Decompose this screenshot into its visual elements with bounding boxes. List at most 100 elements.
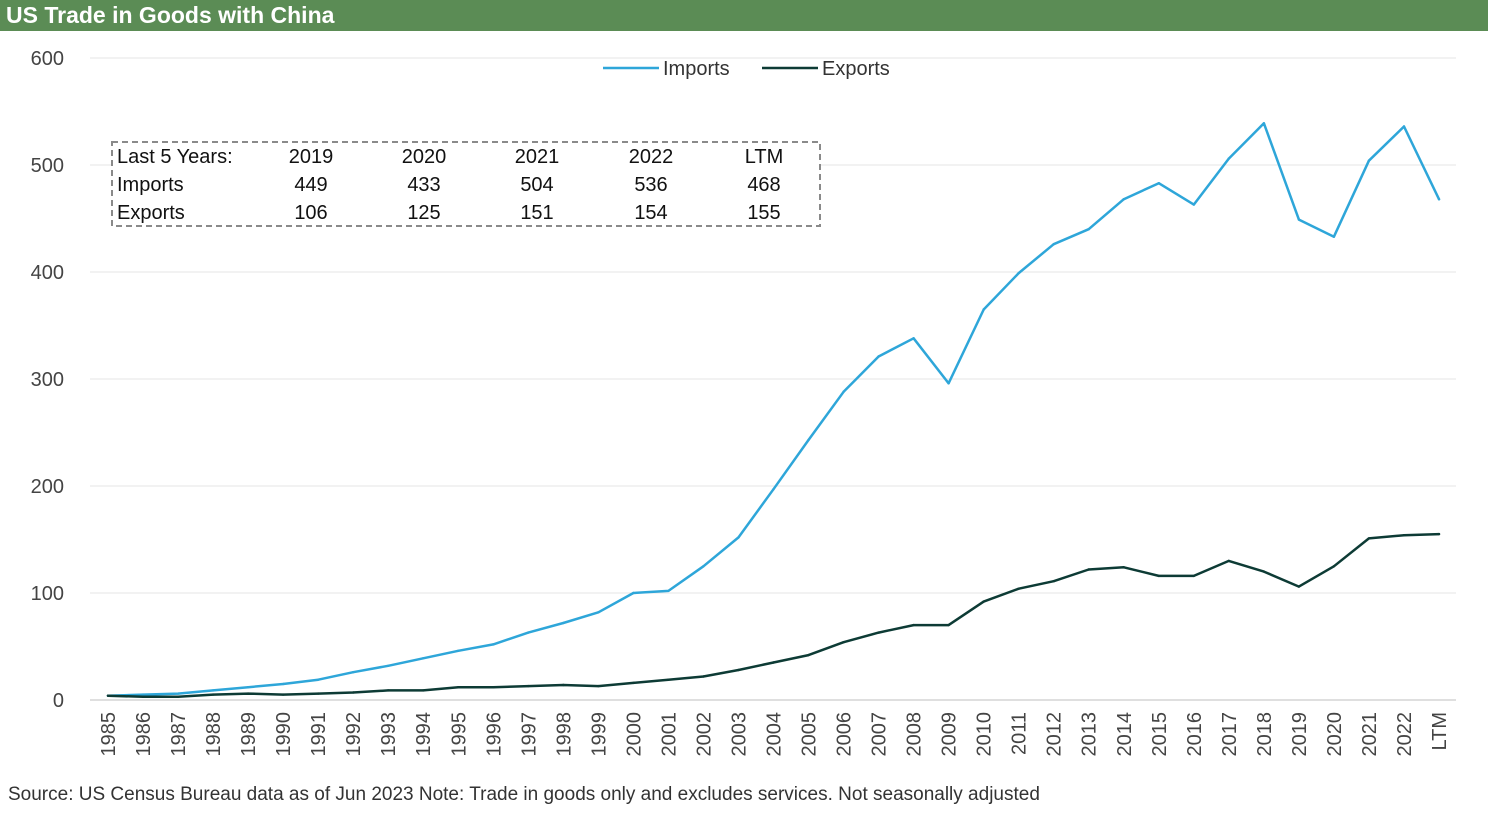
data-point-exports-1995	[457, 686, 460, 689]
x-tick-label-1994: 1994	[413, 712, 435, 757]
data-point-exports-2014	[1122, 566, 1126, 569]
data-point-imports-1995	[457, 649, 460, 652]
y-tick-label-200: 200	[31, 476, 64, 498]
data-point-exports-1996	[492, 686, 495, 689]
data-point-exports-1990	[281, 693, 285, 696]
data-point-imports-2015	[1157, 182, 1161, 185]
x-tick-label-2000: 2000	[623, 712, 645, 757]
x-tick-label-2022: 2022	[1394, 712, 1416, 757]
summary-header-label: Last 5 Years:	[117, 146, 233, 168]
data-point-exports-2007	[877, 631, 880, 634]
data-point-imports-2007	[877, 355, 880, 358]
data-point-imports-2021	[1367, 159, 1371, 162]
x-tick-label-2018: 2018	[1254, 712, 1276, 757]
summary-value-imports-2022: 536	[634, 174, 667, 196]
data-point-exports-2016	[1192, 574, 1196, 578]
data-point-exports-2019	[1297, 585, 1301, 588]
x-tick-label-2015: 2015	[1149, 712, 1171, 757]
data-point-imports-1994	[422, 657, 425, 660]
data-point-exports-1999	[597, 684, 600, 688]
data-point-imports-2019	[1297, 218, 1301, 221]
data-point-exports-2005	[807, 653, 810, 657]
data-point-exports-2006	[842, 641, 845, 644]
summary-value-exports-2022: 154	[634, 202, 667, 224]
x-tick-label-2003: 2003	[728, 712, 750, 757]
data-point-imports-2006	[842, 390, 845, 393]
data-point-exports-2018	[1262, 570, 1266, 573]
data-point-exports-1986	[141, 695, 145, 698]
data-point-exports-1985	[106, 694, 110, 697]
data-point-imports-2022	[1402, 125, 1406, 128]
data-point-exports-2021	[1367, 537, 1371, 540]
data-point-imports-2016	[1192, 203, 1196, 206]
data-point-exports-1998	[562, 683, 565, 687]
data-point-exports-1989	[246, 692, 250, 695]
data-point-imports-1998	[562, 621, 565, 625]
data-point-exports-2013	[1087, 568, 1090, 571]
x-tick-label-1992: 1992	[343, 712, 365, 757]
legend-label-imports: Imports	[663, 58, 730, 80]
data-point-exports-2012	[1052, 580, 1055, 583]
x-tick-label-1999: 1999	[588, 712, 610, 757]
x-tick-label-2002: 2002	[693, 712, 715, 757]
x-tick-label-1990: 1990	[273, 712, 295, 757]
x-tick-label-1991: 1991	[308, 712, 330, 757]
data-point-imports-1986	[141, 693, 145, 696]
x-tick-label-2004: 2004	[764, 712, 786, 757]
y-tick-label-400: 400	[31, 262, 64, 284]
data-point-imports-2013	[1087, 228, 1090, 231]
data-point-imports-2018	[1262, 122, 1266, 125]
x-tick-label-2008: 2008	[904, 712, 926, 757]
data-point-exports-2003	[737, 668, 740, 672]
x-tick-label-2007: 2007	[869, 712, 891, 757]
data-point-exports-2009	[947, 623, 950, 627]
data-point-imports-2009	[947, 382, 950, 385]
summary-value-imports-2019: 449	[294, 174, 327, 196]
y-axis-ticks: 0 100 200 300 400 500 600	[31, 48, 64, 712]
summary-value-imports-2021: 504	[520, 174, 553, 196]
data-point-exports-1992	[352, 691, 355, 694]
x-tick-label-1988: 1988	[203, 712, 225, 757]
data-point-exports-1997	[527, 684, 530, 688]
x-tick-label-1996: 1996	[483, 712, 505, 757]
x-tick-label-1997: 1997	[518, 712, 540, 757]
data-point-exports-1994	[422, 689, 425, 692]
x-tick-label-2016: 2016	[1184, 712, 1206, 757]
summary-row-label-exports: Exports	[117, 202, 185, 224]
x-tick-label-LTM: LTM	[1429, 712, 1451, 751]
summary-value-exports-2021: 151	[520, 202, 553, 224]
series-line-exports	[106, 532, 1441, 699]
series-imports	[106, 122, 1441, 697]
x-tick-label-2021: 2021	[1359, 712, 1381, 757]
x-tick-label-2013: 2013	[1079, 712, 1101, 757]
y-tick-label-0: 0	[53, 690, 64, 712]
summary-value-exports-2019: 106	[294, 202, 327, 224]
data-point-imports-LTM	[1437, 198, 1441, 201]
data-point-imports-2011	[1017, 271, 1020, 275]
x-tick-label-2005: 2005	[799, 712, 821, 757]
x-tick-label-2010: 2010	[974, 712, 996, 757]
data-point-exports-2004	[772, 661, 775, 664]
summary-table: Last 5 Years: 2019 2020 2021 2022 LTM Imports 4…	[111, 141, 821, 227]
data-point-imports-2008	[912, 337, 915, 340]
summary-value-imports-LTM: 468	[747, 174, 780, 196]
data-point-imports-1989	[246, 686, 250, 689]
x-tick-label-2011: 2011	[1009, 712, 1031, 755]
data-point-imports-2000	[632, 591, 635, 595]
x-tick-label-2009: 2009	[939, 712, 961, 757]
data-point-imports-2003	[737, 536, 740, 539]
x-tick-label-2012: 2012	[1044, 712, 1066, 757]
data-point-exports-2017	[1227, 559, 1231, 563]
data-point-exports-2020	[1332, 565, 1336, 568]
chart-area: 0 100 200 300 400 500 600 1985 1986 1987 1988 1989…	[31, 48, 1456, 757]
x-tick-label-1989: 1989	[238, 712, 260, 757]
x-tick-label-1986: 1986	[133, 712, 155, 757]
summary-year-2021: 2021	[515, 146, 560, 168]
data-point-exports-1991	[317, 692, 320, 695]
summary-value-exports-2020: 125	[407, 202, 440, 224]
summary-value-exports-LTM: 155	[747, 202, 780, 224]
x-tick-label-2006: 2006	[834, 712, 856, 757]
data-point-imports-1993	[387, 664, 390, 667]
data-point-exports-2010	[982, 600, 985, 603]
data-point-imports-1996	[492, 643, 495, 646]
